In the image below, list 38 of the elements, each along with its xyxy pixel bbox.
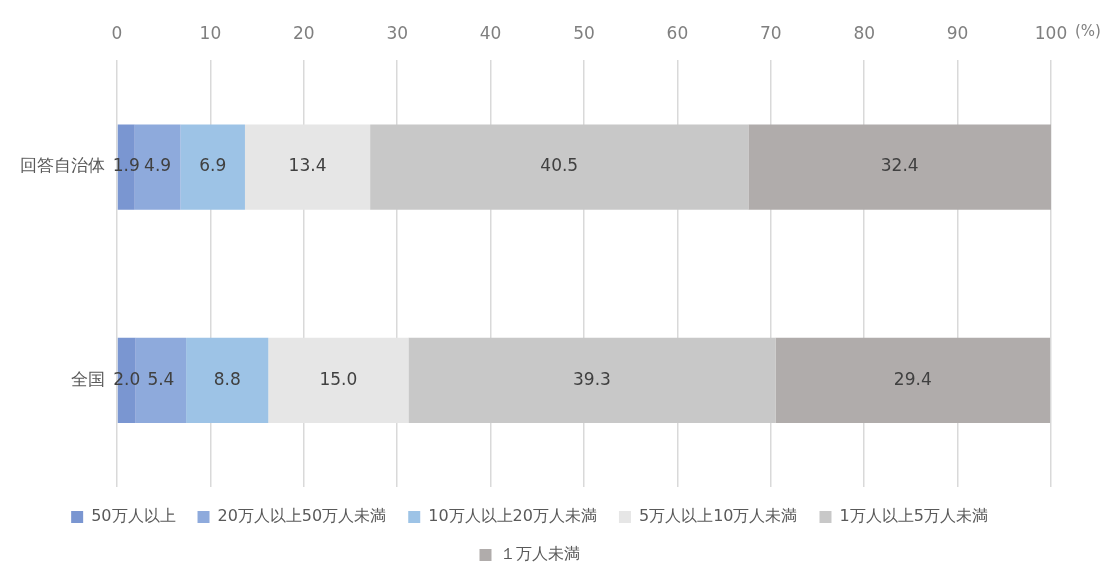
data-label: 29.4 [893,368,932,389]
bar [748,124,1051,210]
bar [268,337,409,424]
bar [186,337,269,424]
x-tick-label: 70 [759,22,782,43]
x-tick-label: 90 [946,22,969,43]
x-tick-label: 50 [573,22,595,43]
legend-label: 5万人以上10万人未満 [638,506,798,526]
data-label: 4.9 [144,155,172,176]
legend-label: 20万人以上50万人未満 [217,506,387,526]
data-label: 32.4 [880,155,919,176]
bar [408,337,776,424]
y-tick-label: 回答自治体 [20,155,105,176]
legend-label: 50万人以上 [91,506,176,526]
x-tick-label: 0 [111,22,123,43]
data-label: 5.4 [147,368,175,389]
bar [244,124,371,210]
data-label: 15.0 [319,368,358,389]
data-label: 40.5 [540,155,579,176]
data-label: 39.3 [573,368,611,389]
data-label: 6.9 [199,155,227,176]
legend-label: 1万人以上5万人未満 [839,506,988,526]
bar [370,124,749,210]
bar [180,124,245,210]
x-tick-label: 100 [1034,22,1068,43]
x-tick-label: 80 [853,22,876,43]
x-tick-label: 30 [386,22,409,43]
legend-label: 10万人以上20万人未満 [428,506,597,526]
x-tick-label: 60 [666,22,689,43]
x-axis-title: (%) [1075,21,1101,40]
x-tick-label: 20 [292,22,315,43]
x-tick-label: 40 [479,22,502,43]
data-label: 13.4 [288,155,327,176]
y-tick-label: 全国 [71,368,105,389]
data-label: 8.8 [213,368,241,389]
bar [775,337,1051,424]
legend-label: １万人未満 [499,544,580,564]
x-tick-label: 10 [199,22,222,43]
